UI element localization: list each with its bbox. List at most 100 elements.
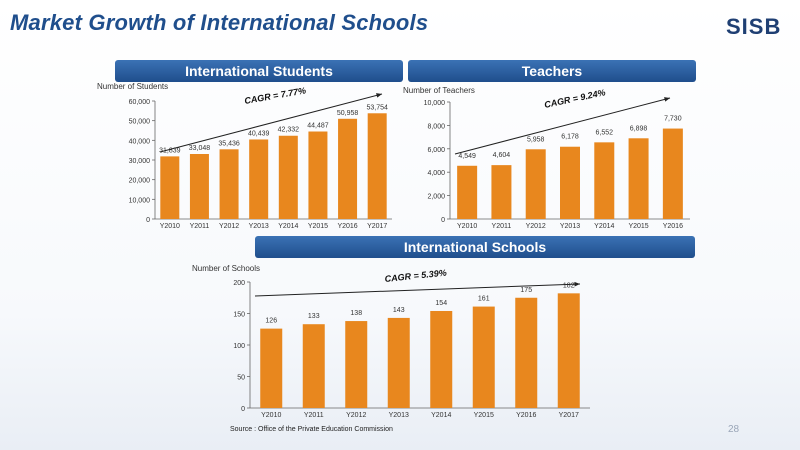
schools-trend-arrow: [254, 283, 581, 297]
schools-cagr-annotation: CAGR = 5.39%: [384, 268, 447, 284]
students-value-label: 42,332: [278, 127, 300, 134]
schools-bar: [345, 321, 368, 408]
teachers-value-label: 4,604: [493, 152, 511, 159]
schools-ytick-label: 150: [233, 312, 245, 319]
students-trend-arrow: [159, 93, 383, 153]
schools-bar: [260, 328, 283, 408]
schools-ylabel: Number of Schools: [192, 264, 261, 273]
teachers-value-label: 6,178: [561, 134, 579, 141]
schools-value-label: 126: [265, 318, 277, 325]
students-bar: [338, 118, 358, 219]
teachers-bar: [457, 165, 478, 219]
teachers-category-label: Y2010: [457, 223, 477, 230]
source-note: Source : Office of the Private Education…: [230, 426, 393, 433]
teachers-arrow-head: [664, 97, 670, 102]
teachers-category-label: Y2015: [628, 223, 648, 230]
teachers-category-label: Y2012: [526, 223, 546, 230]
schools-category-label: Y2016: [516, 412, 536, 419]
teachers-category-label: Y2016: [663, 223, 683, 230]
students-category-label: Y2011: [190, 223, 210, 230]
schools-ytick-label: 0: [241, 406, 245, 413]
teachers-bar: [662, 128, 683, 219]
students-bar: [278, 135, 298, 219]
teachers-bar: [594, 142, 615, 219]
schools-category-label: Y2015: [474, 412, 494, 419]
schools-category-label: Y2017: [559, 412, 579, 419]
students-value-label: 33,048: [189, 145, 211, 152]
schools-category-label: Y2014: [431, 412, 451, 419]
teachers-value-label: 5,958: [527, 136, 545, 143]
teachers-ytick-label: 0: [441, 217, 445, 224]
sisb-logo: SISB: [726, 14, 782, 39]
schools-value-label: 175: [520, 287, 532, 294]
schools-bar: [557, 293, 580, 408]
teachers-ylabel: Number of Teachers: [403, 86, 475, 95]
teachers-ytick-label: 8,000: [427, 123, 445, 130]
banner-students: International Students: [115, 60, 403, 82]
students-arrow-head: [376, 93, 382, 98]
teachers-bar: [628, 138, 649, 219]
students-ytick-label: 20,000: [129, 178, 151, 185]
students-value-label: 31,839: [159, 147, 181, 154]
banner-schools: International Schools: [255, 236, 695, 258]
schools-value-label: 161: [478, 296, 490, 303]
students-cagr-annotation: CAGR = 7.77%: [244, 85, 307, 106]
schools-category-label: Y2011: [304, 412, 324, 419]
students-category-label: Y2016: [337, 223, 357, 230]
schools-category-label: Y2012: [346, 412, 366, 419]
students-bar: [219, 149, 239, 219]
schools-ytick-label: 100: [233, 343, 245, 350]
teachers-category-label: Y2013: [560, 223, 580, 230]
teachers-trend-arrow: [454, 97, 671, 155]
banner-teachers: Teachers: [408, 60, 696, 82]
teachers-value-label: 6,898: [630, 125, 648, 132]
schools-value-label: 133: [308, 313, 320, 320]
students-ylabel: Number of Students: [97, 82, 169, 91]
teachers-value-label: 4,549: [458, 153, 476, 160]
teachers-ytick-label: 2,000: [427, 194, 445, 201]
students-ytick-label: 0: [146, 217, 150, 224]
students-category-label: Y2015: [308, 223, 328, 230]
students-value-label: 40,439: [248, 130, 270, 137]
schools-value-label: 143: [393, 307, 405, 314]
teachers-ytick-label: 10,000: [424, 100, 446, 107]
schools-bar: [302, 324, 325, 408]
students-category-label: Y2010: [160, 223, 180, 230]
schools-value-label: 154: [435, 300, 447, 307]
students-ytick-label: 50,000: [129, 119, 151, 126]
students-category-label: Y2013: [249, 223, 269, 230]
schools-value-label: 182: [563, 282, 575, 289]
teachers-value-label: 6,552: [596, 129, 614, 136]
students-ytick-label: 40,000: [129, 138, 151, 145]
students-ytick-label: 10,000: [129, 197, 151, 204]
teachers-category-label: Y2014: [594, 223, 614, 230]
students-value-label: 53,754: [366, 104, 388, 111]
students-value-label: 44,487: [307, 123, 329, 130]
students-category-label: Y2012: [219, 223, 239, 230]
students-bar: [249, 139, 269, 219]
schools-category-label: Y2010: [261, 412, 281, 419]
schools-bar: [515, 297, 538, 408]
schools-ytick-label: 200: [233, 280, 245, 287]
students-bar: [308, 131, 328, 219]
students-ytick-label: 30,000: [129, 158, 151, 165]
students-value-label: 50,958: [337, 110, 359, 117]
schools-bar: [387, 317, 410, 408]
teachers-value-label: 7,730: [664, 116, 682, 123]
schools-category-label: Y2013: [389, 412, 409, 419]
schools-bar: [430, 310, 453, 408]
schools-ytick-label: 50: [237, 375, 245, 382]
schools-value-label: 138: [350, 310, 362, 317]
teachers-ytick-label: 6,000: [427, 147, 445, 154]
students-bar: [367, 113, 387, 219]
students-bar: [189, 154, 209, 219]
teachers-bar: [525, 149, 546, 219]
students-value-label: 35,436: [218, 140, 240, 147]
schools-arrow-head: [574, 281, 580, 287]
teachers-cagr-annotation: CAGR = 9.24%: [543, 87, 606, 110]
teachers-bar: [491, 165, 512, 219]
students-bar: [160, 156, 180, 219]
teachers-bar: [560, 146, 580, 219]
